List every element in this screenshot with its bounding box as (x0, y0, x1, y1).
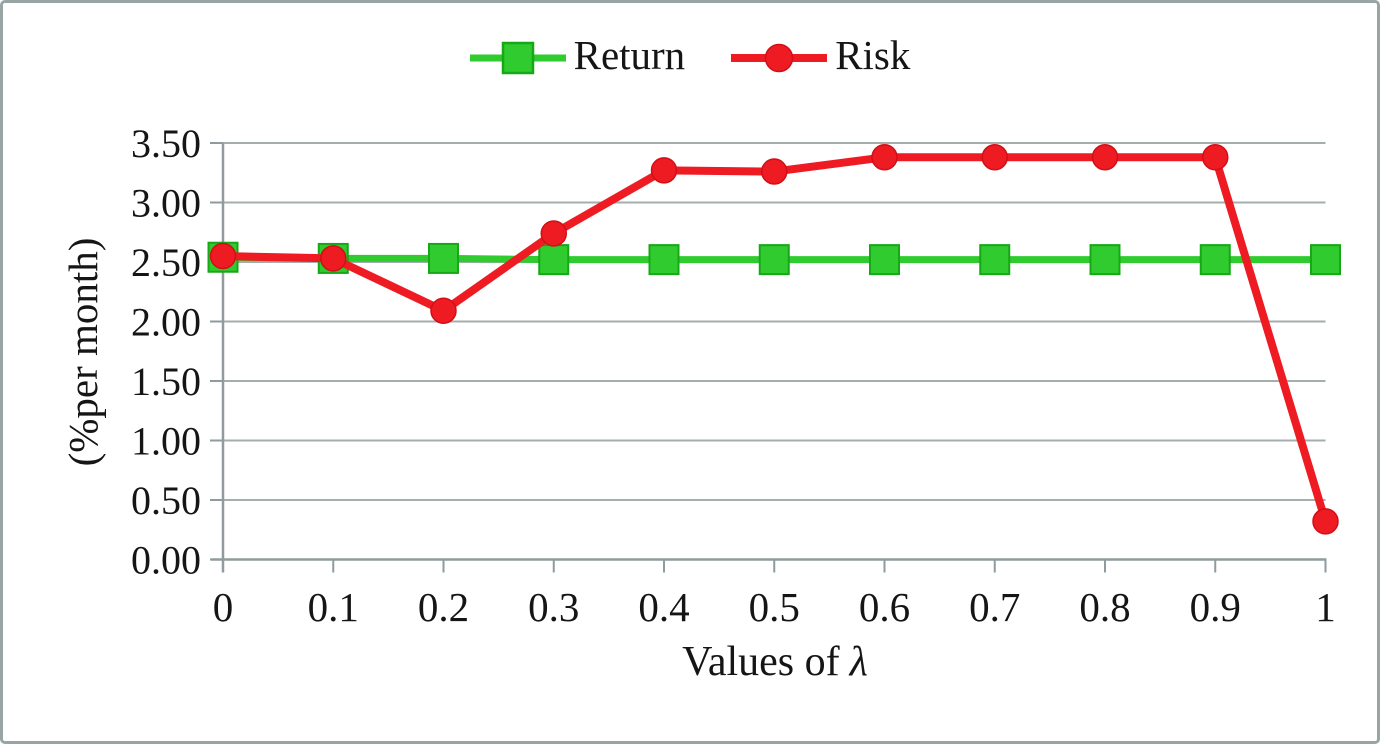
risk-point-0.9 (1202, 144, 1229, 171)
lambda-symbol: λ (849, 639, 868, 685)
x-tick-label: 0.4 (638, 584, 689, 630)
y-tick-label: 2.00 (131, 300, 201, 345)
legend-item-risk: Risk (731, 32, 911, 78)
risk-line (219, 153, 1330, 526)
risk-point-0.1 (320, 245, 347, 272)
y-tick-label: 0.00 (131, 538, 201, 583)
return-legend-marker-icon (469, 41, 566, 74)
x-tick-label: 0.5 (749, 584, 800, 630)
x-axis-title-text: Values of (682, 639, 840, 685)
legend: Return Risk (3, 32, 1377, 78)
x-tick-label: 0.6 (859, 584, 910, 630)
x-tick-label: 0.9 (1190, 584, 1241, 630)
risk-point-0.3 (540, 220, 567, 247)
x-axis-title: Values of λ (682, 638, 868, 686)
risk-point-0.8 (1091, 144, 1119, 171)
y-tick-label: 3.50 (131, 121, 201, 166)
x-tick-label: 1 (1315, 584, 1336, 630)
y-tick-label: 1.50 (131, 359, 201, 404)
risk-point-0 (209, 242, 237, 270)
return-point-0.9 (1199, 244, 1231, 276)
legend-label-risk: Risk (835, 32, 911, 78)
legend-item-return: Return (469, 32, 686, 78)
x-tick-label: 0.2 (418, 584, 469, 630)
x-tick-label: 0.1 (308, 584, 359, 630)
risk-point-0.4 (650, 157, 678, 184)
y-tick-label: 1.00 (131, 419, 201, 464)
risk-point-0.2 (430, 297, 457, 325)
y-axis-title: (%per month) (60, 237, 106, 467)
x-tick-label: 0.7 (969, 584, 1020, 630)
risk-point-1 (1312, 508, 1339, 535)
x-tick-label: 0.3 (528, 584, 579, 630)
return-point-0.6 (869, 244, 900, 276)
return-point-0.4 (648, 244, 680, 276)
legend-label-return: Return (573, 32, 686, 78)
return-point-0.5 (758, 244, 790, 276)
risk-point-0.6 (871, 144, 898, 171)
y-tick-label: 2.50 (131, 240, 201, 285)
risk-point-0.7 (981, 144, 1008, 171)
return-point-0.7 (979, 244, 1011, 276)
y-tick-label: 3.00 (131, 181, 201, 226)
y-tick-label: 0.50 (131, 478, 201, 523)
return-point-1 (1310, 244, 1341, 276)
return-point-0.2 (428, 242, 459, 274)
risk-legend-marker-icon (731, 43, 828, 72)
return-point-0.8 (1089, 244, 1121, 276)
risk-point-0.5 (761, 158, 788, 185)
return-point-0.3 (538, 244, 570, 276)
x-tick-label: 0.8 (1079, 584, 1130, 630)
plot-area: 0.00 0.50 1.00 1.50 2.00 2.50 3.00 3.50 0 0.1 0.2 0… (131, 121, 1341, 630)
x-tick-label: 0 (213, 584, 234, 630)
